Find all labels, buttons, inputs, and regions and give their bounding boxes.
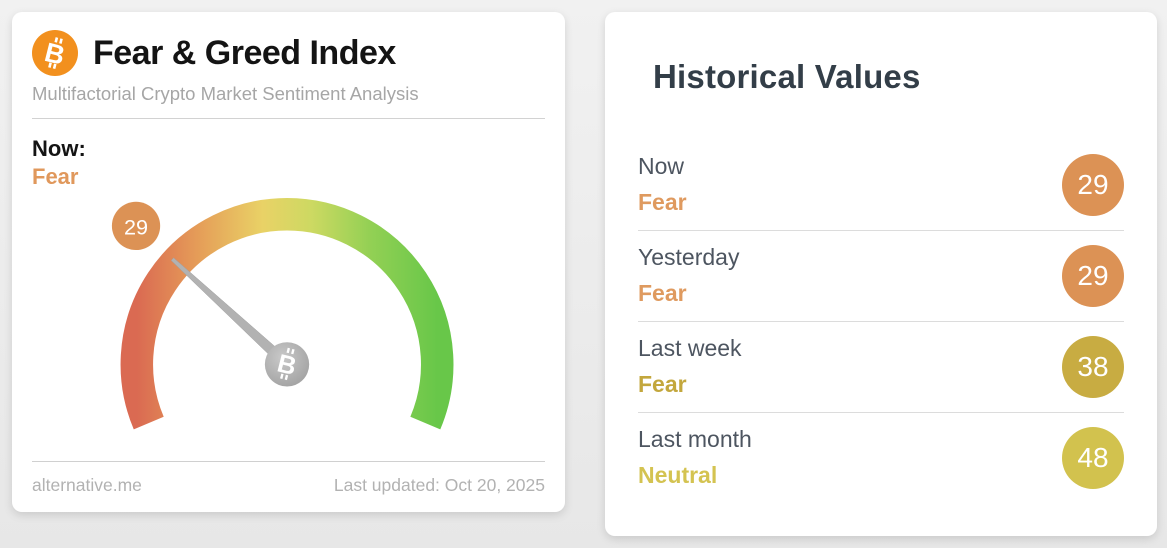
historical-values-card: Historical Values Now Fear 29 Yesterday …: [605, 12, 1157, 536]
historical-row: Yesterday Fear 29: [638, 231, 1124, 322]
sentiment-label: Fear: [638, 371, 687, 397]
historical-row: Last week Fear 38: [638, 322, 1124, 413]
gauge-pivot: [264, 342, 310, 387]
value-badge: 48: [1062, 426, 1124, 489]
period-label: Last month: [638, 426, 752, 452]
period-label: Yesterday: [638, 244, 740, 270]
row-text-block: Now Fear: [638, 153, 687, 216]
sentiment-label: Fear: [638, 189, 687, 215]
header-divider: [32, 118, 545, 119]
fear-greed-card: B Fear & Greed Index Multifactorial Cryp…: [12, 12, 565, 512]
bitcoin-icon: B: [32, 30, 78, 76]
historical-title: Historical Values: [653, 58, 921, 95]
last-updated: Last updated: Oct 20, 2025: [333, 475, 545, 495]
card-footer: alternative.me Last updated: Oct 20, 202…: [32, 461, 545, 496]
value-badge: 38: [1062, 335, 1124, 398]
sentiment-label: Fear: [638, 280, 687, 306]
source-link[interactable]: alternative.me: [32, 475, 142, 495]
gauge-value-badge: 29: [124, 214, 148, 239]
card-subtitle: Multifactorial Crypto Market Sentiment A…: [32, 83, 419, 104]
card-title: Fear & Greed Index: [93, 33, 396, 72]
value-badge: 29: [1062, 244, 1124, 307]
row-text-block: Last month Neutral: [638, 426, 752, 489]
historical-row: Now Fear 29: [638, 140, 1124, 231]
row-text-block: Yesterday Fear: [638, 244, 739, 307]
value-badge: 29: [1062, 153, 1124, 216]
row-text-block: Last week Fear: [638, 335, 742, 398]
card-header: B Fear & Greed Index: [32, 30, 545, 76]
historical-rows: Now Fear 29 Yesterday Fear 29 Last week …: [638, 140, 1124, 503]
now-sentiment: Fear: [32, 163, 79, 189]
period-label: Last week: [638, 335, 742, 361]
historical-row: Last month Neutral 48: [638, 413, 1124, 503]
now-label: Now:: [32, 136, 86, 161]
sentiment-label: Neutral: [638, 462, 718, 488]
gauge-chart: B 29: [111, 198, 454, 430]
period-label: Now: [638, 153, 685, 179]
gauge-value-badge-circle: [111, 201, 161, 251]
gauge-arc: [120, 198, 454, 430]
